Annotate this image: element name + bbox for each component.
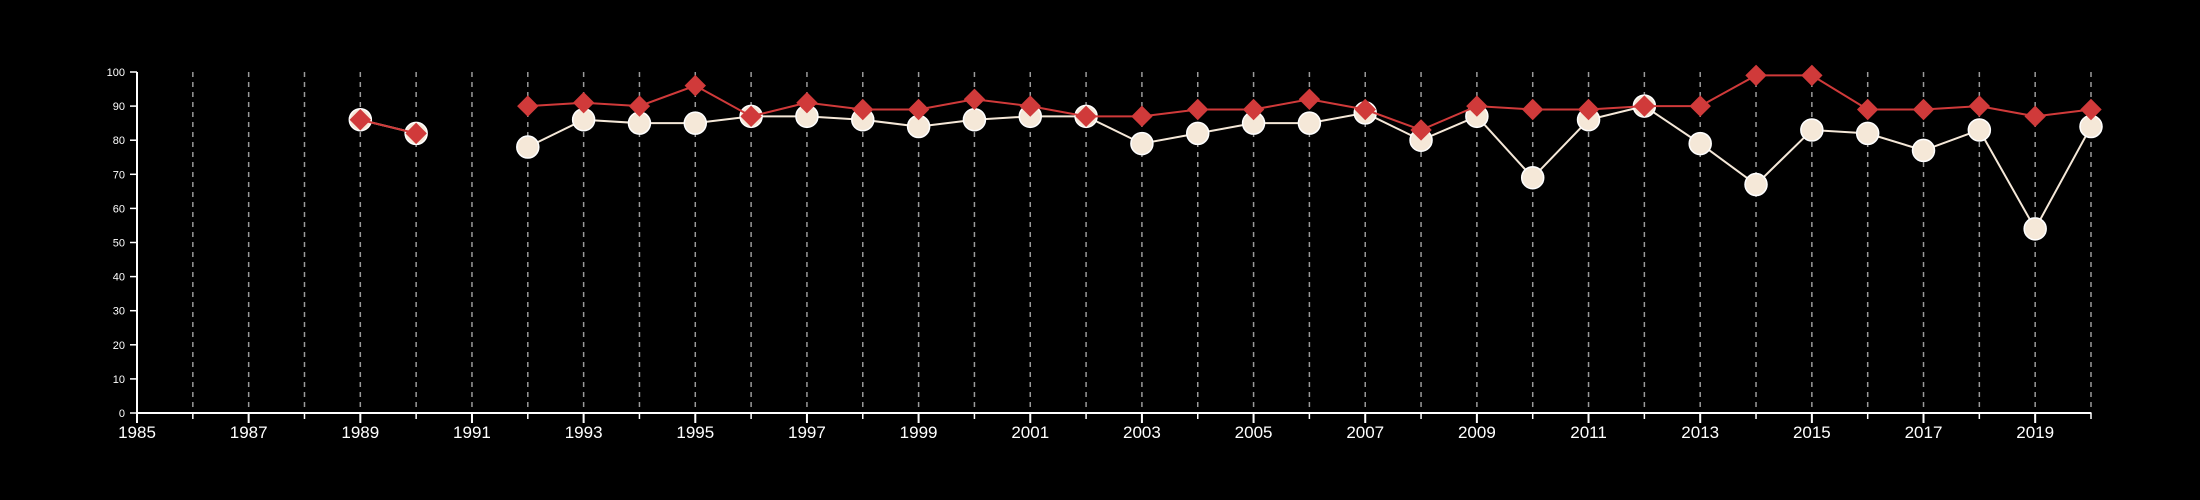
x-tick-label-1993: 1993 — [565, 423, 603, 442]
series-2-point-1993 — [572, 91, 595, 114]
axes: 0 10 20 30 40 50 60 70 80 90 100 1985 1987 1989 1991 19… — [107, 67, 2092, 442]
series-2-point-2006 — [1298, 88, 1321, 110]
series-2-point-2001 — [1019, 95, 1041, 117]
y-tick-label-30: 30 — [113, 306, 125, 318]
series-2-point-2013 — [1689, 95, 1711, 117]
series-2-point-2018 — [1968, 95, 1991, 117]
x-tick-label-2003: 2003 — [1123, 423, 1161, 442]
series-1 — [348, 94, 2103, 241]
y-tick-label-0: 0 — [119, 408, 125, 420]
series-2 — [349, 64, 2102, 145]
series-2-point-1992 — [517, 95, 539, 117]
x-tick-label-2015: 2015 — [1793, 423, 1831, 442]
x-tick-label-2007: 2007 — [1346, 423, 1384, 442]
series-1-point-2016 — [1855, 121, 1880, 146]
series-1-point-1995 — [683, 111, 708, 135]
series-2-point-2015 — [1801, 64, 1823, 87]
series-2-point-2017 — [1912, 98, 1935, 121]
vertical-grid — [192, 72, 2092, 413]
series-1-point-1992 — [516, 135, 540, 159]
y-tick-label-70: 70 — [113, 169, 125, 181]
series-2-line-1 — [360, 118, 417, 135]
series-1-point-2018 — [1967, 118, 1992, 142]
series-2-point-2020 — [2080, 98, 2102, 121]
series-2-point-1996 — [740, 105, 762, 128]
x-tick-label-1987: 1987 — [230, 423, 268, 442]
series-layer — [348, 64, 2103, 241]
x-tick-label-1985: 1985 — [118, 423, 156, 442]
series-1-point-2006 — [1297, 111, 1322, 135]
y-tick-label-40: 40 — [113, 272, 125, 284]
y-tick-label-60: 60 — [113, 203, 125, 215]
series-2-point-1995 — [684, 74, 706, 97]
y-tick-label-80: 80 — [113, 135, 125, 147]
series-2-point-2014 — [1745, 64, 1767, 87]
series-2-point-2011 — [1577, 98, 1600, 121]
series-2-point-1994 — [628, 95, 651, 117]
series-2-point-2016 — [1856, 98, 1879, 121]
x-tick-label-2011: 2011 — [1570, 423, 1607, 442]
series-2-point-1990 — [405, 122, 427, 145]
series-1-point-2015 — [1800, 118, 1824, 142]
series-2-point-1999 — [907, 98, 930, 121]
series-1-point-2000 — [962, 107, 987, 132]
y-tick-label-50: 50 — [113, 238, 125, 250]
x-tick-label-2019: 2019 — [2016, 423, 2054, 442]
y-tick-label-100: 100 — [107, 67, 125, 79]
x-tick-label-2017: 2017 — [1905, 423, 1943, 442]
series-2-point-2009 — [1466, 95, 1488, 117]
series-2-point-2007 — [1354, 98, 1376, 121]
series-2-point-2003 — [1131, 105, 1153, 128]
series-2-point-2010 — [1522, 98, 1544, 121]
series-1-point-2010 — [1520, 165, 1545, 190]
series-2-point-2000 — [963, 88, 986, 110]
series-1-point-2017 — [1911, 138, 1936, 163]
series-1-point-2013 — [1688, 131, 1712, 156]
x-tick-label-1995: 1995 — [676, 423, 714, 442]
series-2-point-1997 — [796, 91, 818, 114]
series-1-point-2019 — [2023, 217, 2047, 241]
x-tick-label-2005: 2005 — [1235, 423, 1273, 442]
series-1-point-2003 — [1130, 131, 1154, 156]
series-2-point-2012 — [1633, 95, 1656, 117]
x-tick-label-2013: 2013 — [1681, 423, 1719, 442]
series-2-point-1989 — [349, 109, 372, 131]
x-tick-label-1989: 1989 — [341, 423, 379, 442]
y-tick-label-20: 20 — [113, 340, 125, 352]
y-tick-label-10: 10 — [113, 374, 125, 386]
series-2-point-2002 — [1075, 105, 1097, 128]
series-1-point-2014 — [1744, 172, 1768, 197]
series-2-point-1998 — [852, 98, 874, 121]
x-tick-label-1999: 1999 — [900, 423, 938, 442]
series-2-point-2004 — [1187, 98, 1209, 121]
series-2-point-2008 — [1410, 119, 1432, 141]
y-tick-label-90: 90 — [113, 101, 125, 113]
x-tick-label-1991: 1991 — [453, 423, 491, 442]
x-tick-label-2009: 2009 — [1458, 423, 1496, 442]
series-1-point-2004 — [1185, 121, 1210, 146]
x-tick-label-1997: 1997 — [788, 423, 826, 442]
series-2-point-2019 — [2024, 105, 2046, 128]
series-2-point-2005 — [1242, 98, 1265, 121]
x-tick-label-2001: 2001 — [1011, 423, 1049, 442]
